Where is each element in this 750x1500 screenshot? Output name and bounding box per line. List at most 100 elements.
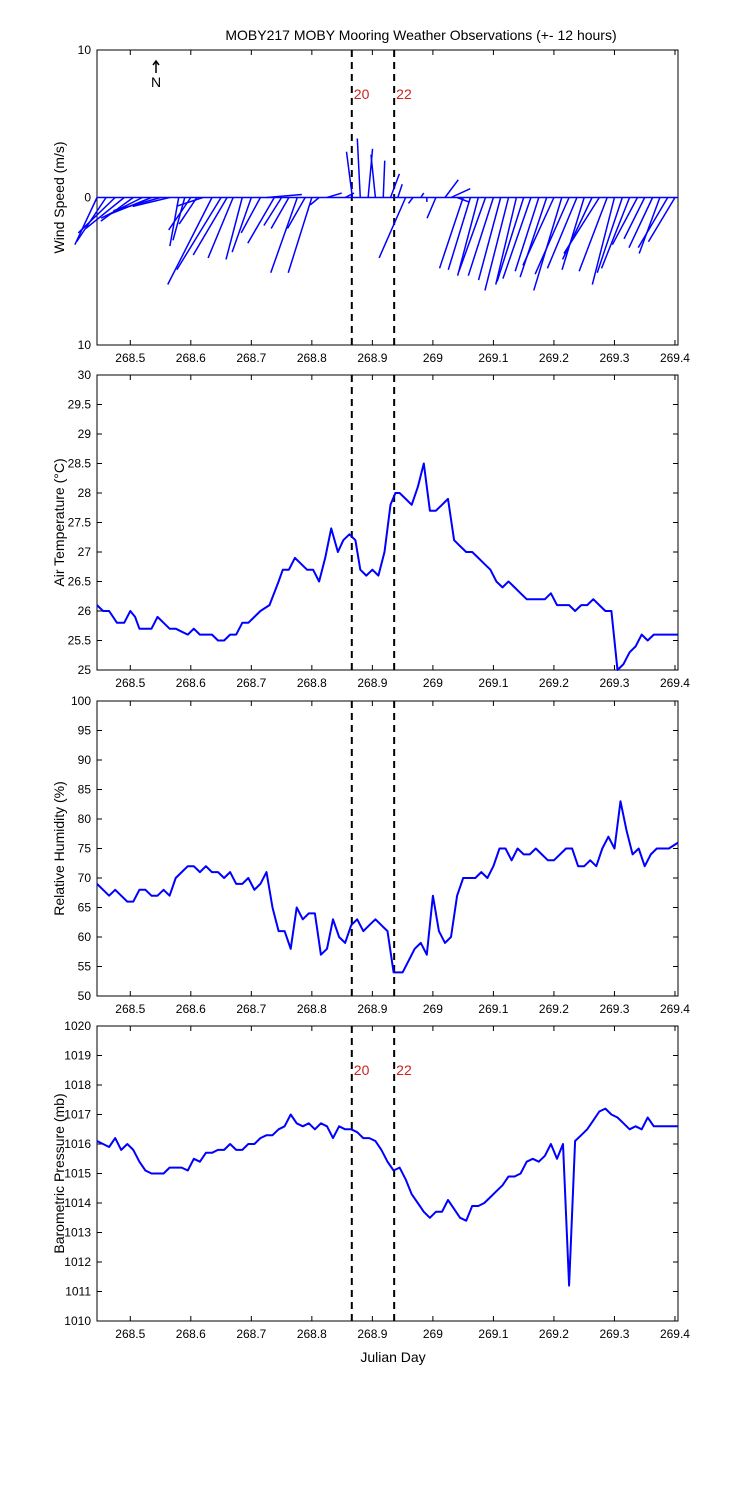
x-tick-label: 268.7 — [236, 1002, 266, 1016]
y-tick-label: 26 — [78, 604, 92, 618]
wind-vector — [225, 197, 243, 260]
wind-vector — [484, 197, 510, 291]
wind-vector — [450, 187, 471, 199]
series-line — [96, 800, 679, 974]
y-tick-label: 25 — [78, 663, 92, 677]
y-tick-label: 60 — [78, 930, 92, 944]
y-axis-label: Relative Humidity (%) — [51, 781, 67, 916]
wind-vector — [426, 197, 437, 219]
wind-vector — [240, 197, 262, 234]
x-tick-label: 269.2 — [539, 1327, 569, 1341]
wind-vector — [382, 160, 386, 198]
x-tick-label: 269.2 — [539, 676, 569, 690]
x-tick-label: 268.6 — [176, 676, 206, 690]
wind-vector — [167, 197, 213, 285]
x-tick-label: 268.7 — [236, 1327, 266, 1341]
wind-vector — [628, 197, 654, 248]
wind-vector — [176, 197, 222, 271]
x-tick-label: 268.7 — [236, 351, 266, 365]
wind-vector — [74, 197, 98, 246]
figure-title: MOBY217 MOBY Mooring Weather Observation… — [225, 27, 616, 43]
wind-vector — [496, 197, 525, 282]
wind-vector — [309, 196, 320, 206]
wind-vector — [458, 197, 487, 272]
x-tick-label: 268.5 — [115, 676, 145, 690]
wind-vector — [495, 197, 518, 285]
wind-vector — [519, 197, 548, 278]
wind-vector — [467, 197, 495, 276]
x-tick-label: 268.6 — [176, 1327, 206, 1341]
wind-vector — [522, 197, 555, 266]
wind-vector — [85, 196, 125, 230]
wind-vector — [438, 197, 464, 269]
wind-vector — [270, 197, 299, 273]
wind-vector — [326, 192, 342, 199]
wind-vector — [456, 197, 480, 276]
x-tick-label: 268.8 — [297, 1002, 327, 1016]
y-tick-label: 1016 — [64, 1137, 91, 1151]
x-tick-label: 268.8 — [297, 351, 327, 365]
panel-2: 268.5 268.6 268.7 268.8 268.9 269 269.1 269.2 26… — [51, 368, 690, 690]
x-tick-label: 269.1 — [478, 351, 508, 365]
y-tick-label: 90 — [78, 753, 92, 767]
y-tick-label: 10 — [78, 43, 92, 57]
wind-vector — [546, 197, 578, 269]
x-tick-label: 268.8 — [297, 1327, 327, 1341]
y-tick-label: 30 — [78, 368, 92, 382]
wind-vector — [420, 192, 425, 198]
wind-vector — [176, 196, 204, 208]
y-tick-label: 75 — [78, 842, 92, 856]
y-tick-label: 0 — [84, 191, 91, 205]
x-tick-label: 269 — [423, 351, 443, 365]
x-tick-label: 268.5 — [115, 1327, 145, 1341]
y-tick-label: 55 — [78, 960, 92, 974]
x-tick-label: 268.9 — [357, 351, 387, 365]
y-tick-label: 25.5 — [68, 634, 92, 648]
wind-vector — [397, 183, 403, 198]
y-tick-label: 50 — [78, 989, 92, 1003]
wind-vector — [647, 197, 676, 243]
x-tick-label: 268.9 — [357, 1327, 387, 1341]
panel-4: 268.5 268.6 268.7 268.8 268.9 269 269.1 269.2 26… — [51, 1019, 690, 1341]
wind-vector — [578, 197, 608, 272]
y-tick-label: 27.5 — [68, 516, 92, 530]
wind-vector — [207, 197, 234, 259]
x-tick-label: 269.4 — [660, 351, 690, 365]
y-tick-label: 29 — [78, 427, 92, 441]
wind-vector — [591, 197, 616, 285]
x-tick-label: 269.3 — [599, 676, 629, 690]
y-tick-label: 10 — [78, 338, 92, 352]
x-tick-label: 269.2 — [539, 1002, 569, 1016]
wind-vector — [266, 193, 302, 199]
y-axis-label: Wind Speed (m/s) — [51, 141, 67, 253]
wind-vector — [247, 197, 275, 244]
wind-vector — [263, 197, 283, 226]
wind-vector — [113, 196, 161, 212]
x-tick-label: 269 — [423, 1002, 443, 1016]
x-tick-label: 269.3 — [599, 1002, 629, 1016]
x-tick-label: 269 — [423, 1327, 443, 1341]
marker-label: 22 — [396, 1062, 412, 1078]
x-tick-label: 268.5 — [115, 351, 145, 365]
y-tick-label: 28 — [78, 486, 92, 500]
panel-1: 268.5 268.6 268.7 268.8 268.9 269 269.1 269.2 26… — [51, 43, 690, 365]
wind-vector — [611, 197, 639, 246]
x-tick-label: 269.4 — [660, 1002, 690, 1016]
wind-vector — [502, 197, 532, 279]
wind-vector — [345, 151, 354, 198]
x-tick-label: 268.9 — [357, 1002, 387, 1016]
north-label: N — [151, 74, 161, 90]
marker-label: 22 — [396, 86, 412, 102]
x-tick-label: 268.6 — [176, 1002, 206, 1016]
wind-vector — [444, 179, 459, 198]
x-tick-label: 269 — [423, 676, 443, 690]
x-tick-label: 268.5 — [115, 1002, 145, 1016]
wind-vector — [447, 197, 472, 270]
panel-3: 268.5 268.6 268.7 268.8 268.9 269 269.1 269.2 26… — [51, 694, 690, 1016]
x-tick-label: 268.8 — [297, 676, 327, 690]
axes-frame — [96, 1025, 679, 1322]
y-axis-label: Air Temperature (°C) — [51, 458, 67, 586]
y-tick-label: 1015 — [64, 1167, 91, 1181]
wind-vector — [477, 197, 502, 281]
